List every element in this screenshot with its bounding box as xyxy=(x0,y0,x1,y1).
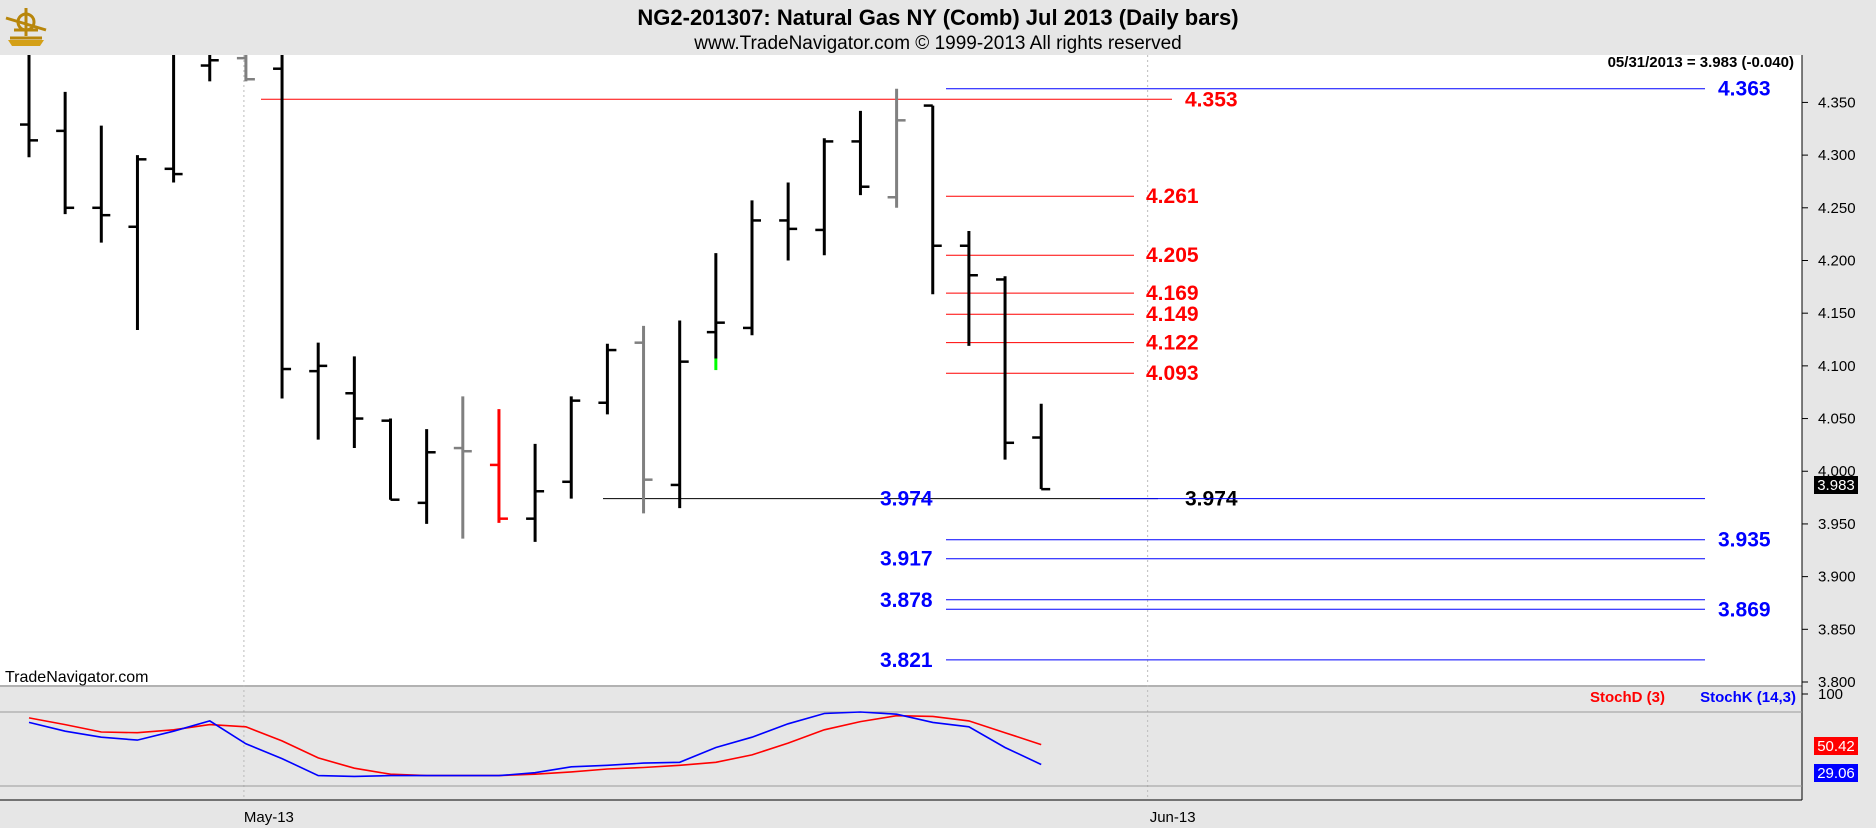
price-tick-label: 4.250 xyxy=(1818,200,1856,217)
stochd-line xyxy=(28,714,1042,777)
last-price-label: 3.983 xyxy=(1817,477,1855,494)
price-tick-label: 3.800 xyxy=(1818,674,1856,691)
resistance-label: 4.093 xyxy=(1146,362,1199,385)
sextant-logo-icon xyxy=(5,8,47,46)
price-tick-label: 4.150 xyxy=(1818,305,1856,322)
ohlc-bar xyxy=(200,55,219,82)
ohlc-bar xyxy=(128,155,147,331)
price-readout: 05/31/2013 = 3.983 (-0.040) xyxy=(1608,54,1794,71)
ohlc-bar xyxy=(706,253,725,359)
resistance-label: 4.205 xyxy=(1146,244,1199,267)
ohlc-bar xyxy=(598,343,617,415)
price-tick-label: 3.900 xyxy=(1818,569,1856,586)
ohlc-bar xyxy=(164,55,183,183)
x-tick-label: May-13 xyxy=(244,809,294,826)
ohlc-bar xyxy=(92,125,111,243)
price-tick-label: 3.950 xyxy=(1818,516,1856,533)
stochd-value-label: 50.42 xyxy=(1817,738,1855,755)
price-panel xyxy=(0,55,1802,687)
resistance-label: 4.261 xyxy=(1146,185,1199,208)
ohlc-bar xyxy=(959,230,978,346)
ohlc-bar xyxy=(923,104,942,295)
stochk-value-label: 29.06 xyxy=(1817,765,1855,782)
ohlc-bar xyxy=(779,182,798,261)
ohlc-bar xyxy=(56,91,75,215)
stochd-value-box xyxy=(1814,737,1858,755)
ohlc-bar xyxy=(345,356,364,449)
last-price-box xyxy=(1814,476,1858,494)
ohlc-bar xyxy=(996,276,1015,460)
ohlc-bar xyxy=(526,443,545,542)
support-label: 3.974 xyxy=(880,488,933,511)
support-label: 3.917 xyxy=(880,548,933,571)
ohlc-bar xyxy=(743,200,761,336)
ohlc-bar xyxy=(381,418,400,501)
ohlc-bar xyxy=(20,55,38,158)
ohlc-bar xyxy=(236,55,255,82)
resistance-label: 4.353 xyxy=(1185,88,1238,111)
chart-subtitle: www.TradeNavigator.com © 1999-2013 All r… xyxy=(693,33,1181,54)
price-tick-label: 4.100 xyxy=(1818,358,1856,375)
stochk-value-box xyxy=(1814,764,1858,782)
ohlc-bar xyxy=(887,88,906,208)
watermark-text: TradeNavigator.com xyxy=(5,669,148,686)
vertical-gridlines xyxy=(243,55,1149,800)
support-label: 3.821 xyxy=(880,649,933,672)
stochk-line xyxy=(28,711,1042,778)
support-label: 3.869 xyxy=(1718,598,1771,621)
price-tick-label: 4.350 xyxy=(1818,94,1856,111)
resistance-label: 4.169 xyxy=(1146,282,1199,305)
ohlc-bar xyxy=(453,396,472,539)
x-axis-labels: May-13 Jun-13 xyxy=(244,809,1196,826)
resistance-label: 4.149 xyxy=(1146,303,1199,326)
support-label: 3.935 xyxy=(1718,529,1771,552)
stochastic-panel: 100 50.42 29.06 xyxy=(0,686,1858,787)
price-tick-label: 4.050 xyxy=(1818,411,1856,428)
ohlc-bars xyxy=(20,55,1051,542)
resistance-label: 4.122 xyxy=(1146,332,1199,355)
stochd-legend: StochD (3) xyxy=(1590,689,1665,706)
price-axis-ticks: 4.350 4.300 4.250 4.200 4.150 4.100 4.050 4.000… xyxy=(1802,94,1856,691)
ohlc-bar xyxy=(489,409,508,523)
ohlc-bar xyxy=(309,342,328,440)
support-label: 4.363 xyxy=(1718,78,1771,101)
stoch-tick-label: 100 xyxy=(1818,686,1843,703)
stochk-legend: StochK (14,3) xyxy=(1700,689,1796,706)
ohlc-bar xyxy=(1032,403,1051,491)
price-tick-label: 4.200 xyxy=(1818,252,1856,269)
support-label: 3.878 xyxy=(880,589,933,612)
ohlc-bar xyxy=(815,138,834,256)
x-tick-label: Jun-13 xyxy=(1150,809,1196,826)
chart-title: NG2-201307: Natural Gas NY (Comb) Jul 20… xyxy=(637,5,1238,30)
ohlc-bar xyxy=(273,55,292,399)
price-tick-label: 4.300 xyxy=(1818,147,1856,164)
ohlc-bar xyxy=(634,325,653,514)
ohlc-bar xyxy=(670,320,689,509)
price-tick-label: 4.000 xyxy=(1818,463,1856,480)
ohlc-bar xyxy=(562,396,581,499)
ohlc-bar xyxy=(417,429,436,524)
ohlc-bar xyxy=(851,110,870,196)
price-tick-label: 3.850 xyxy=(1818,621,1856,638)
